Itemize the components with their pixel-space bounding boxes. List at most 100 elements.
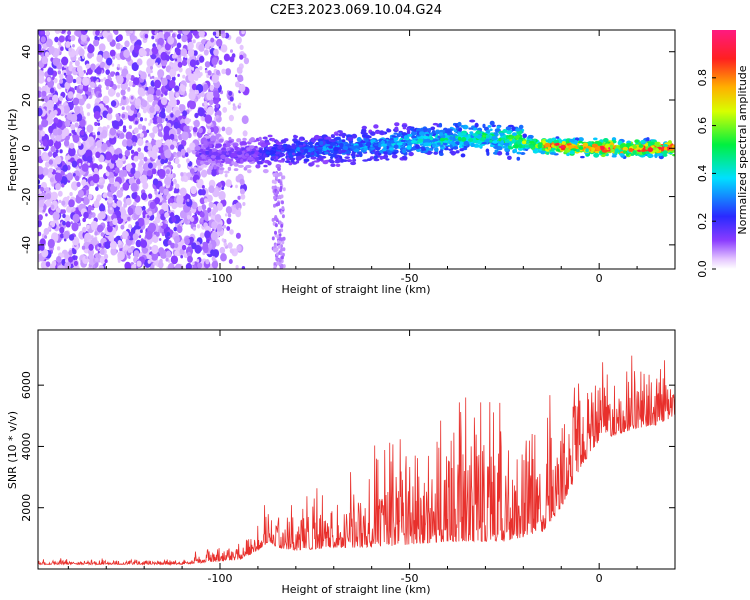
signal-blob	[215, 143, 219, 149]
noise-blob	[212, 31, 217, 36]
noise-blob	[94, 121, 98, 127]
noise-blob	[109, 240, 117, 250]
noise-blob	[151, 35, 155, 40]
signal-blob	[429, 136, 434, 141]
noise-blob	[237, 74, 244, 83]
signal-blob	[378, 152, 382, 156]
signal-blob	[461, 137, 467, 142]
noise-blob	[207, 207, 212, 213]
noise-blob	[40, 238, 46, 246]
noise-blob	[241, 266, 246, 269]
noise-blob	[239, 178, 245, 186]
noise-blob	[274, 172, 278, 177]
noise-blob	[45, 213, 48, 217]
noise-blob	[70, 113, 78, 123]
noise-blob	[82, 84, 89, 92]
noise-blob	[273, 265, 277, 269]
noise-blob	[182, 30, 190, 36]
noise-blob	[215, 69, 221, 76]
noise-blob	[282, 247, 286, 252]
noise-blob	[51, 260, 57, 267]
noise-blob	[207, 70, 212, 76]
noise-blob	[177, 163, 181, 169]
noise-blob	[106, 57, 113, 66]
noise-blob	[192, 30, 198, 36]
noise-blob	[276, 186, 280, 191]
signal-blob	[370, 147, 375, 150]
noise-blob	[177, 61, 183, 68]
noise-blob	[184, 117, 190, 125]
noise-blob	[158, 126, 162, 130]
signal-blob	[396, 133, 401, 138]
signal-blob	[591, 147, 596, 152]
noise-blob	[143, 145, 149, 153]
noise-blob	[41, 167, 49, 176]
signal-blob	[221, 160, 225, 164]
signal-blob	[448, 148, 454, 151]
noise-blob	[137, 123, 143, 130]
signal-blob	[335, 154, 340, 158]
noise-blob	[204, 69, 208, 74]
signal-blob	[358, 152, 363, 158]
noise-blob	[59, 73, 64, 80]
noise-blob	[107, 107, 113, 114]
noise-blob	[149, 106, 155, 114]
noise-blob	[277, 172, 281, 177]
noise-blob	[278, 258, 282, 263]
noise-blob	[213, 64, 217, 69]
noise-blob	[72, 249, 77, 255]
signal-blob	[406, 145, 412, 150]
noise-blob	[232, 103, 236, 107]
signal-blob	[225, 152, 230, 155]
noise-blob	[52, 94, 59, 103]
noise-blob	[282, 236, 286, 241]
signal-blob	[555, 136, 560, 139]
signal-blob	[305, 154, 311, 159]
signal-blob	[439, 152, 444, 156]
signal-blob	[474, 122, 479, 128]
signal-blob	[402, 126, 407, 130]
noise-blob	[211, 57, 218, 66]
signal-blob	[595, 146, 602, 151]
signal-blob	[352, 158, 357, 162]
noise-blob	[122, 182, 130, 191]
noise-blob	[151, 251, 159, 261]
signal-blob	[609, 144, 614, 150]
noise-blob	[38, 214, 43, 221]
signal-blob	[223, 145, 227, 148]
noise-blob	[279, 181, 283, 186]
noise-blob	[186, 158, 190, 164]
signal-blob	[453, 146, 459, 150]
signal-blob	[522, 133, 527, 139]
noise-blob	[197, 107, 205, 117]
noise-blob	[44, 235, 48, 239]
noise-blob	[173, 235, 180, 244]
noise-blob	[136, 112, 141, 118]
signal-blob	[379, 155, 384, 160]
noise-blob	[149, 51, 153, 56]
noise-blob	[173, 226, 178, 232]
x-tick-label: -50	[401, 572, 419, 585]
noise-blob	[78, 141, 82, 146]
noise-blob	[235, 209, 242, 218]
signal-blob	[205, 135, 211, 139]
noise-blob	[221, 68, 226, 75]
signal-blob	[587, 141, 593, 146]
signal-blob	[433, 151, 439, 155]
noise-blob	[83, 211, 89, 219]
noise-blob	[97, 246, 100, 250]
noise-blob	[239, 54, 244, 60]
noise-blob	[69, 142, 75, 149]
signal-blob	[330, 134, 335, 139]
signal-blob	[516, 151, 522, 155]
noise-blob	[181, 59, 188, 66]
signal-blob	[297, 152, 302, 155]
noise-blob	[93, 167, 99, 173]
noise-blob	[87, 52, 93, 59]
signal-blob	[212, 151, 219, 156]
signal-blob	[506, 126, 512, 130]
noise-blob	[56, 246, 61, 251]
noise-blob	[145, 230, 153, 240]
signal-blob	[427, 128, 432, 133]
signal-blob	[291, 152, 296, 156]
